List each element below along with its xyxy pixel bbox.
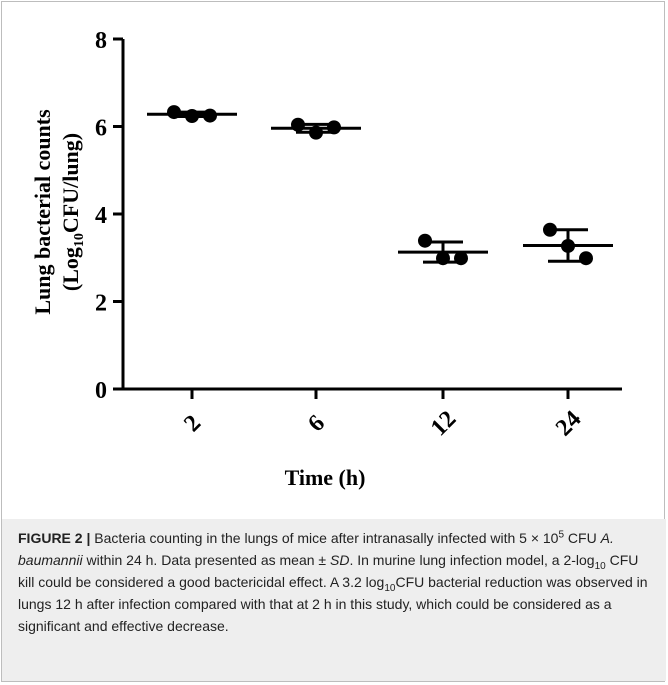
data-point [579,251,593,266]
x-tick-label: 24 [551,406,586,441]
data-point [203,108,217,123]
x-tick-label: 12 [426,406,461,441]
y-tick-label: 4 [95,203,107,229]
x-tick-label: 6 [303,410,330,437]
data-point [561,238,575,253]
y-tick-label: 8 [95,28,107,54]
data-point [436,251,450,266]
y-axis-label-units: (Log10CFU/lung) [58,133,87,291]
data-point [309,125,323,140]
data-point [167,105,181,120]
data-point [543,222,557,237]
caption-species: A. baumannii [18,530,614,568]
data-point [291,117,305,132]
y-tick-label: 0 [95,378,107,404]
x-axis-label: Time (h) [285,465,366,490]
caption-background [2,519,666,681]
y-axis-label-line1: Lung bacterial counts [30,109,55,315]
x-tick-label: 2 [179,410,206,437]
y-tick-label: 2 [95,291,107,317]
data-point [418,233,432,248]
caption-label: FIGURE 2 | [18,530,91,546]
y-tick-label: 6 [95,116,107,142]
data-point [454,251,468,266]
y-axis-label: Lung bacterial counts [30,109,55,315]
figure-caption: FIGURE 2 | Bacteria counting in the lung… [18,529,648,634]
data-point [327,120,341,135]
data-point [185,109,199,123]
